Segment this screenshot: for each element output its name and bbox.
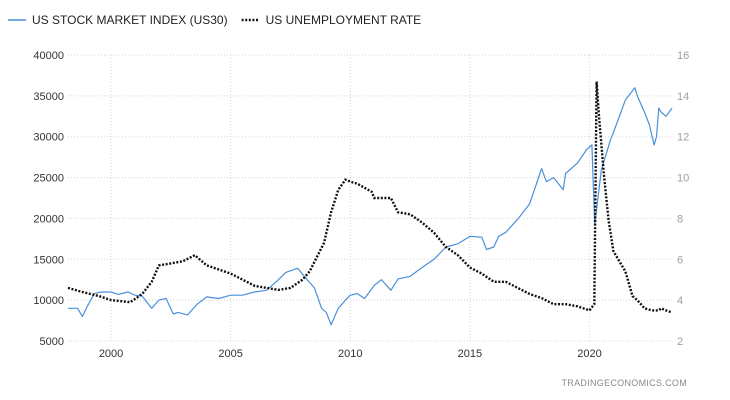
- legend-label: US STOCK MARKET INDEX (US30): [32, 13, 228, 27]
- x-tick-label: 2010: [338, 348, 362, 360]
- left-tick-label: 5000: [40, 336, 64, 348]
- right-tick-label: 14: [677, 91, 689, 103]
- left-axis: 5000 10000 15000 20000 25000 30000 35000 40000: [33, 50, 64, 348]
- x-axis: 2000 2005 2010 2015 2020: [99, 348, 602, 360]
- left-tick-label: 35000: [33, 91, 64, 103]
- left-tick-label: 10000: [33, 295, 64, 307]
- x-tick-label: 2015: [458, 348, 482, 360]
- right-axis: 2 4 6 8 10 12 14 16: [677, 50, 689, 348]
- right-tick-label: 12: [677, 132, 689, 144]
- series-layer: [67, 80, 673, 326]
- right-tick-label: 10: [677, 173, 689, 185]
- right-tick-label: 6: [677, 254, 683, 266]
- grid: [68, 54, 672, 342]
- right-tick-label: 16: [677, 50, 689, 62]
- stock-index-line: [68, 87, 673, 326]
- credit-label: TRADINGECONOMICS.COM: [561, 378, 687, 388]
- right-tick-label: 2: [677, 336, 683, 348]
- x-tick-label: 2000: [99, 348, 123, 360]
- left-tick-label: 30000: [33, 132, 64, 144]
- x-tick-label: 2005: [218, 348, 242, 360]
- legend-label: US UNEMPLOYMENT RATE: [266, 13, 422, 27]
- right-tick-label: 4: [677, 295, 683, 307]
- legend: US STOCK MARKET INDEX (US30) US UNEMPLOYM…: [8, 13, 421, 27]
- left-tick-label: 15000: [33, 254, 64, 266]
- unemployment-rate-line: [67, 80, 673, 314]
- right-tick-label: 8: [677, 213, 683, 225]
- left-tick-label: 20000: [33, 213, 64, 225]
- x-tick-label: 2020: [577, 348, 601, 360]
- left-tick-label: 25000: [33, 173, 64, 185]
- left-tick-label: 40000: [33, 50, 64, 62]
